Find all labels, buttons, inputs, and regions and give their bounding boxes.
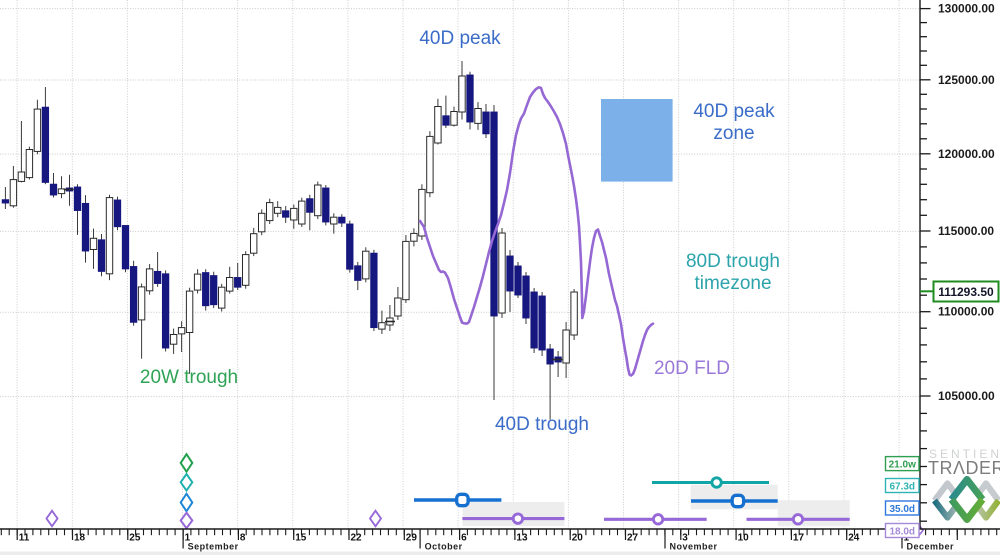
svg-text:TRΛDER: TRΛDER	[928, 458, 1000, 478]
svg-text:11: 11	[19, 533, 30, 544]
svg-text:September: September	[188, 542, 239, 552]
svg-text:November: November	[670, 542, 718, 552]
svg-text:21.0w: 21.0w	[889, 460, 916, 471]
svg-text:111293.50: 111293.50	[938, 285, 994, 299]
svg-text:24: 24	[848, 533, 860, 544]
svg-text:18: 18	[74, 533, 86, 544]
svg-text:29: 29	[406, 533, 418, 544]
svg-text:125000.00: 125000.00	[938, 73, 995, 87]
svg-text:17: 17	[793, 533, 805, 544]
svg-text:October: October	[425, 542, 463, 552]
svg-text:20: 20	[572, 533, 584, 544]
svg-text:115000.00: 115000.00	[938, 224, 994, 238]
svg-text:40D peak: 40D peak	[419, 28, 501, 49]
svg-text:40D trough: 40D trough	[495, 414, 589, 435]
svg-text:40D peak: 40D peak	[693, 101, 775, 122]
svg-text:timezone: timezone	[694, 273, 771, 294]
svg-text:80D trough: 80D trough	[686, 251, 780, 272]
svg-text:35.0d: 35.0d	[889, 504, 915, 515]
svg-text:6: 6	[461, 533, 467, 544]
svg-text:20D FLD: 20D FLD	[654, 358, 730, 379]
svg-text:3: 3	[682, 533, 688, 544]
svg-text:13: 13	[516, 533, 528, 544]
svg-text:120000.00: 120000.00	[938, 147, 995, 161]
svg-text:15: 15	[295, 533, 307, 544]
svg-text:18.0d: 18.0d	[889, 527, 915, 538]
svg-text:10: 10	[738, 533, 750, 544]
svg-text:105000.00: 105000.00	[938, 389, 995, 403]
svg-text:27: 27	[627, 533, 639, 544]
svg-text:22: 22	[351, 533, 363, 544]
svg-text:zone: zone	[713, 123, 754, 144]
svg-text:25: 25	[129, 533, 141, 544]
svg-text:December: December	[907, 542, 955, 552]
svg-text:8: 8	[240, 533, 246, 544]
svg-text:130000.00: 130000.00	[938, 2, 995, 16]
svg-text:20W trough: 20W trough	[140, 367, 238, 388]
svg-text:67.3d: 67.3d	[889, 482, 915, 493]
svg-text:1: 1	[185, 533, 191, 544]
svg-text:110000.00: 110000.00	[938, 305, 994, 319]
